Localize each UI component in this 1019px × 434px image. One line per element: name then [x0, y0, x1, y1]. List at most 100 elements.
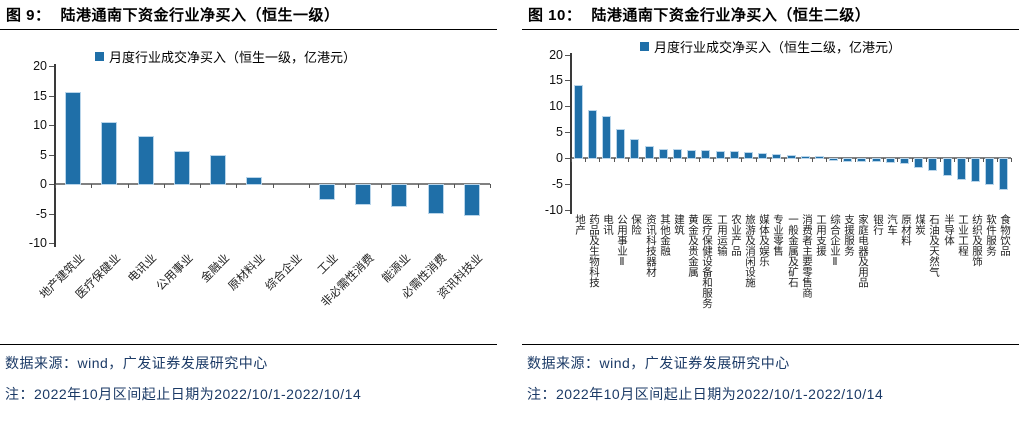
x-axis-tick	[164, 184, 165, 188]
figure-10-title-text: 陆港通南下资金行业净买入（恒生二级）	[591, 7, 871, 24]
y-axis-tick-label: -10	[544, 202, 563, 217]
figure-9-label: 图 9：	[6, 7, 51, 24]
bar	[645, 145, 654, 159]
figure-10-title: 图 10： 陆港通南下资金行业净买入（恒生二级）	[522, 0, 1019, 30]
y-axis-line	[54, 64, 56, 247]
bar	[602, 115, 611, 159]
figure-10-chart: 月度行业成交净买入（恒生二级，亿港元） 20 15 10 5 0 -5 -10 地产 药品及生物…	[522, 30, 1019, 345]
bar	[464, 184, 480, 216]
x-axis-tick	[381, 184, 382, 188]
figure-9-title-text: 陆港通南下资金行业净买入（恒生一级）	[60, 7, 340, 24]
bar	[246, 176, 262, 185]
bar	[815, 156, 824, 160]
x-label: 原材料业	[226, 252, 268, 294]
x-label: 一般金属及矿石	[787, 214, 799, 288]
y-axis-tick	[565, 209, 570, 211]
x-axis-tick	[912, 158, 913, 162]
x-axis-tick	[798, 158, 799, 162]
x-label: 综合企业Ⅱ	[829, 214, 841, 268]
bar	[319, 184, 335, 200]
figure-10-note: 注：2022年10月区间起止日期为2022/10/1-2022/10/14	[527, 386, 884, 402]
bar	[758, 152, 767, 159]
x-axis-tick	[713, 158, 714, 162]
y-axis-tick	[49, 95, 54, 97]
x-label: 资讯科技器材	[645, 214, 657, 277]
bar	[701, 150, 710, 160]
bar	[391, 184, 407, 207]
figure-10-legend: 月度行业成交净买入（恒生二级，亿港元）	[640, 37, 901, 56]
bar	[801, 155, 810, 159]
x-label: 工业工程	[957, 214, 969, 256]
bar	[174, 151, 190, 186]
bar	[138, 135, 154, 185]
x-axis-tick	[571, 158, 572, 162]
bar	[730, 151, 739, 160]
bar	[65, 91, 81, 185]
bar	[630, 139, 639, 160]
x-axis-tick	[770, 158, 771, 162]
x-axis-zero-line	[571, 157, 1011, 159]
x-axis-tick	[418, 184, 419, 188]
bar	[872, 158, 881, 162]
x-label: 保险	[630, 214, 642, 235]
bar	[843, 158, 852, 162]
bar	[928, 158, 937, 171]
x-axis-tick	[236, 184, 237, 188]
bar	[673, 149, 682, 160]
x-axis-tick	[656, 158, 657, 162]
x-axis-tick	[756, 158, 757, 162]
x-label: 农业产品	[730, 214, 742, 256]
x-axis-tick	[585, 158, 586, 162]
y-axis-tick	[49, 154, 54, 156]
x-label: 媒体及娱乐	[758, 214, 770, 267]
x-axis-tick	[940, 158, 941, 162]
bar	[588, 110, 597, 160]
figure-10-source: 数据来源：wind，广发证券发展研究中心	[527, 355, 790, 371]
figure-9-chart: 月度行业成交净买入（恒生一级，亿港元） 20 15 10 5 0 -5 -10 地产建筑业 医疗…	[0, 30, 497, 345]
x-label: 半导体	[943, 214, 955, 246]
x-axis-tick	[614, 158, 615, 162]
x-label: 公用事业	[154, 252, 196, 294]
y-axis-tick	[565, 183, 570, 185]
x-axis-tick	[968, 158, 969, 162]
figure-9-title: 图 9： 陆港通南下资金行业净买入（恒生一级）	[0, 0, 497, 30]
y-axis-tick-label: 20	[33, 59, 47, 73]
figure-9-footer: 数据来源：wind，广发证券发展研究中心 注：2022年10月区间起止日期为20…	[0, 345, 497, 404]
bar	[428, 184, 444, 214]
x-label: 建筑	[673, 214, 685, 235]
y-axis-tick	[49, 184, 54, 185]
bar	[687, 149, 696, 159]
y-axis-tick-label: -10	[28, 236, 47, 250]
x-axis-tick	[954, 158, 955, 162]
y-axis-tick-label: 0	[40, 177, 47, 191]
x-label: 其他金融	[659, 214, 671, 256]
x-label: 煤炭	[914, 214, 926, 235]
x-axis-tick	[741, 158, 742, 162]
x-axis-tick	[91, 184, 92, 188]
x-label: 石油及天然气	[928, 214, 940, 277]
bar	[659, 148, 668, 159]
y-axis-tick-label: 0	[556, 151, 563, 165]
x-label: 银行	[872, 214, 884, 235]
figure-10-footer: 数据来源：wind，广发证券发展研究中心 注：2022年10月区间起止日期为20…	[522, 345, 1019, 404]
bar	[744, 151, 753, 159]
bar	[943, 158, 952, 176]
x-axis-tick	[309, 184, 310, 188]
y-axis-tick	[565, 158, 570, 159]
bar	[957, 158, 966, 180]
x-axis-tick	[628, 158, 629, 162]
x-axis-tick	[983, 158, 984, 162]
bar	[886, 158, 895, 163]
figure-9-legend: 月度行业成交净买入（恒生一级，亿港元）	[95, 47, 356, 66]
x-label: 专业零售	[772, 214, 784, 256]
bar	[999, 158, 1008, 190]
x-axis-tick	[841, 158, 842, 162]
bar	[985, 158, 994, 185]
x-label: 消费者主要零售商	[801, 214, 813, 298]
x-axis-tick	[883, 158, 884, 162]
y-axis-tick-label: 20	[549, 47, 563, 62]
x-axis-tick	[128, 184, 129, 188]
legend-square-icon	[95, 52, 104, 61]
y-axis-tick-label: 10	[33, 118, 47, 132]
y-axis-tick-label: -5	[551, 176, 563, 191]
